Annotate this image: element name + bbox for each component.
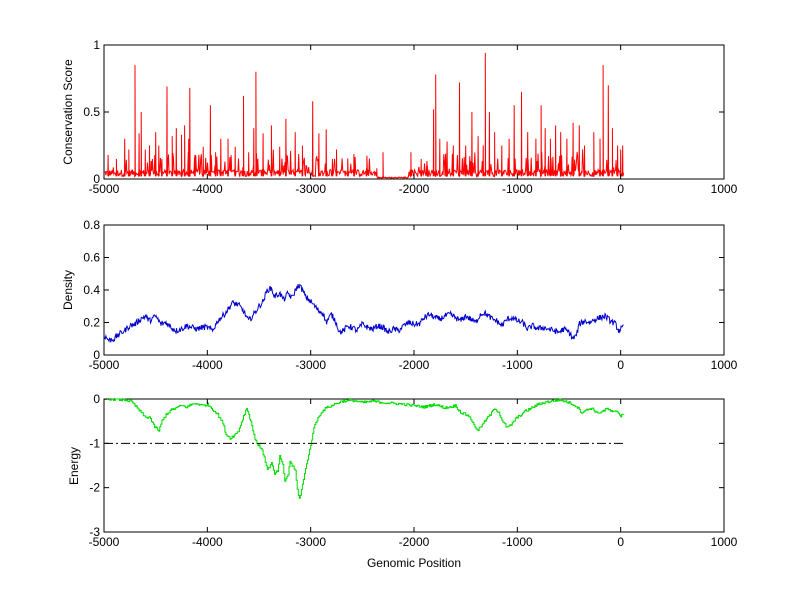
conservation-series-line: [103, 52, 625, 180]
conservation-xtick-label: -4000: [192, 182, 223, 196]
energy-xtick-label: -5000: [89, 535, 120, 549]
conservation-xtick-label: -3000: [295, 182, 326, 196]
density-series-line: [103, 283, 624, 343]
density-xtick-label: -5000: [89, 358, 120, 372]
conservation-ytick-label: 0.5: [83, 105, 100, 119]
conservation-ytick-label: 1: [93, 38, 100, 52]
conservation-xtick-label: 0: [617, 182, 624, 196]
energy-ytick-label: 0: [93, 392, 100, 406]
conservation-panel: -5000 -4000 -3000 -2000 -1000 0 1000 0 0.5 1 Cons…: [61, 38, 738, 196]
conservation-xtick-label: 1000: [711, 182, 738, 196]
energy-xtick-label: -1000: [502, 535, 533, 549]
density-panel: -5000 -4000 -3000 -2000 -1000 0 1000 0 0.2 0.4 0.6…: [61, 218, 738, 372]
density-axes-frame: [103, 224, 725, 356]
conservation-xtick-label: -5000: [89, 182, 120, 196]
energy-xtick-label: 0: [617, 535, 624, 549]
energy-xlabel: Genomic Position: [367, 556, 461, 570]
conservation-xtick-label: -1000: [502, 182, 533, 196]
energy-axes-frame: [103, 398, 725, 533]
density-xtick-label: -4000: [192, 358, 223, 372]
density-xtick-label: -1000: [502, 358, 533, 372]
energy-ylabel: Energy: [67, 447, 81, 485]
energy-panel: -5000 -4000 -3000 -2000 -1000 0 1000 -3 -2 -1 0 En…: [67, 392, 738, 570]
density-xtick-label: 0: [617, 358, 624, 372]
density-ylabel: Density: [61, 270, 75, 310]
energy-xtick-label: -3000: [295, 535, 326, 549]
density-xtick-label: -3000: [295, 358, 326, 372]
conservation-ylabel: Conservation Score: [61, 59, 75, 165]
conservation-axes-frame: [103, 44, 725, 180]
energy-xtick-label: -2000: [399, 535, 430, 549]
energy-xtick-label: 1000: [711, 535, 738, 549]
density-ytick-label: 0.8: [83, 218, 100, 232]
density-ytick-label: 0.6: [83, 251, 100, 265]
conservation-ytick-label: 0: [93, 172, 100, 186]
conservation-xtick-label: -2000: [399, 182, 430, 196]
density-ytick-label: 0: [93, 348, 100, 362]
energy-ytick-label: -3: [89, 525, 100, 539]
density-xtick-label: 1000: [711, 358, 738, 372]
density-ytick-label: 0.4: [83, 283, 100, 297]
density-xtick-label: -2000: [399, 358, 430, 372]
energy-ytick-label: -2: [89, 481, 100, 495]
energy-series-line: [104, 398, 625, 499]
density-ytick-label: 0.2: [83, 316, 100, 330]
energy-ytick-label: -1: [89, 436, 100, 450]
energy-xtick-label: -4000: [192, 535, 223, 549]
